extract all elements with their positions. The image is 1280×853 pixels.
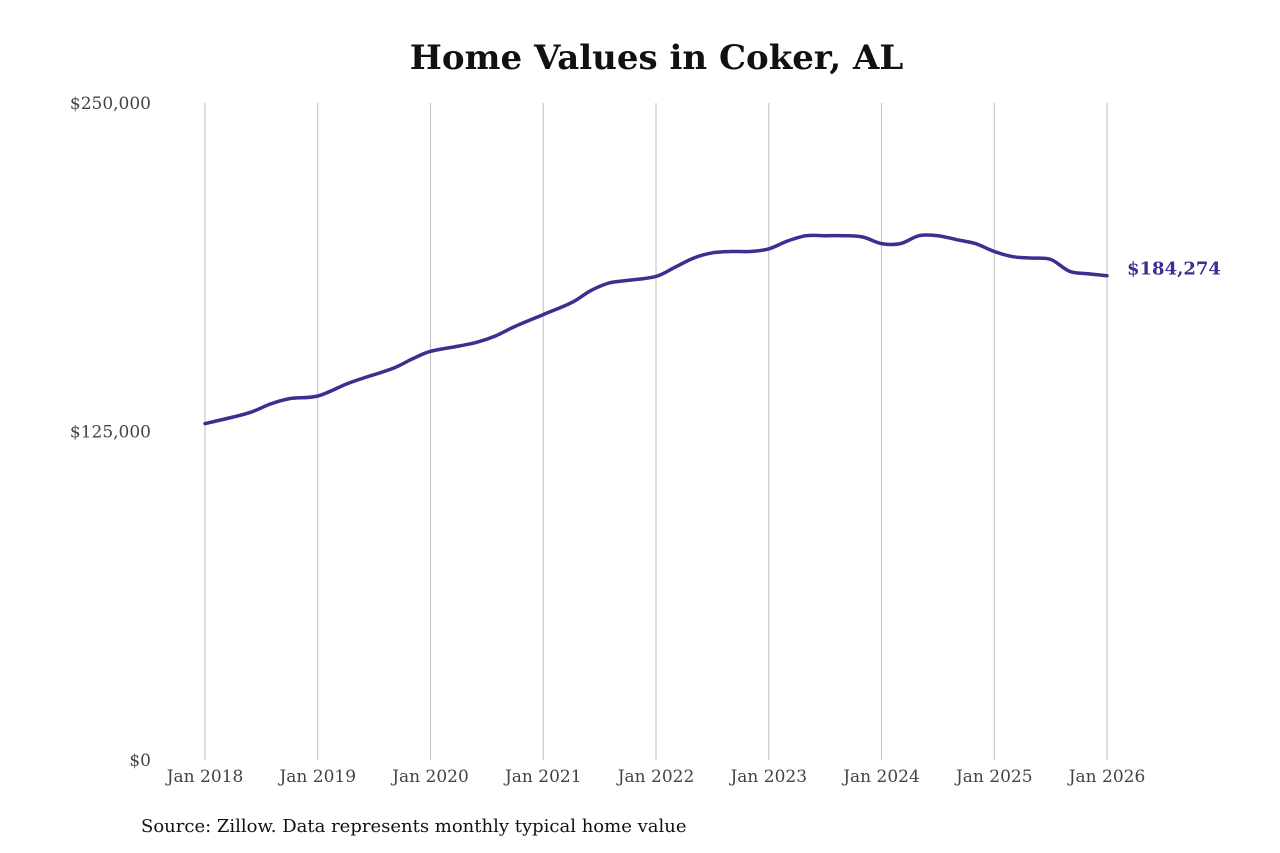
x-axis-ticks: Jan 2018 Jan 2019 Jan 2020 Jan 2021 Jan 2022… <box>165 767 1146 787</box>
latest-value-label: $184,274 <box>1127 259 1221 280</box>
x-tick-label: Jan 2020 <box>390 767 469 787</box>
y-tick-label: $125,000 <box>70 423 151 443</box>
y-tick-label: $250,000 <box>70 94 151 114</box>
x-tick-label: Jan 2023 <box>728 767 807 787</box>
x-tick-label: Jan 2025 <box>954 767 1033 787</box>
y-axis-ticks: $0 $125,000 $250,000 <box>70 94 151 771</box>
y-tick-label: $0 <box>129 751 151 771</box>
grid-lines <box>204 103 1108 760</box>
home-value-line <box>203 233 1109 426</box>
x-tick-label: Jan 2022 <box>616 767 695 787</box>
source-note: Source: Zillow. Data represents monthly … <box>141 816 687 837</box>
x-tick-label: Jan 2021 <box>503 767 582 787</box>
x-tick-label: Jan 2019 <box>277 767 356 787</box>
chart-title: Home Values in Coker, AL <box>409 38 904 78</box>
x-tick-label: Jan 2026 <box>1067 767 1146 787</box>
x-tick-label: Jan 2018 <box>165 767 244 787</box>
x-tick-label: Jan 2024 <box>841 767 920 787</box>
